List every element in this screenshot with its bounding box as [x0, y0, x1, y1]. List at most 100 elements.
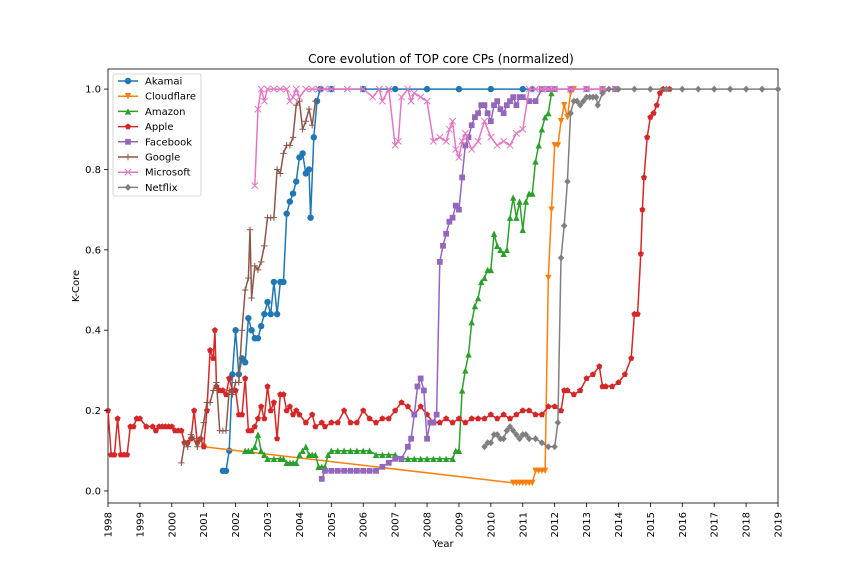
- data-point-google: [181, 439, 188, 446]
- data-point-apple: [219, 387, 226, 394]
- series-amazon: [241, 89, 555, 471]
- data-point-akamai: [226, 447, 233, 454]
- data-point-apple: [639, 206, 646, 213]
- data-point-akamai: [519, 85, 526, 93]
- data-point-cloudflare: [561, 101, 568, 109]
- data-point-apple: [417, 403, 424, 410]
- data-point-apple: [487, 411, 494, 418]
- data-point-netflix: [679, 85, 686, 93]
- data-point-akamai: [293, 178, 300, 185]
- data-point-akamai: [299, 150, 306, 157]
- data-point-facebook: [452, 202, 459, 209]
- data-point-apple: [270, 399, 277, 406]
- data-point-amazon: [500, 250, 507, 258]
- data-point-microsoft: [327, 85, 335, 93]
- data-point-apple: [293, 407, 300, 414]
- data-point-akamai: [248, 327, 255, 334]
- data-point-apple: [353, 419, 360, 426]
- y-tick-label: 0.6: [85, 245, 101, 256]
- data-point-microsoft: [493, 141, 501, 149]
- data-point-facebook: [408, 435, 414, 442]
- y-tick-label: 0.4: [85, 326, 101, 337]
- y-tick-label: 1.0: [85, 85, 101, 96]
- x-tick-label: 2016: [678, 512, 689, 537]
- data-point-akamai: [222, 467, 230, 475]
- data-point-microsoft: [449, 117, 457, 125]
- data-point-microsoft: [407, 97, 415, 105]
- data-point-apple: [385, 415, 392, 422]
- data-point-netflix: [592, 93, 600, 101]
- data-point-apple: [143, 423, 150, 430]
- data-point-facebook: [353, 467, 360, 474]
- data-point-amazon: [251, 443, 258, 450]
- data-point-netflix: [487, 439, 495, 447]
- data-point-apple: [200, 443, 207, 450]
- data-point-amazon: [458, 387, 466, 394]
- data-point-microsoft: [461, 129, 469, 137]
- data-point-google: [302, 118, 310, 125]
- data-point-netflix: [726, 85, 734, 93]
- data-point-cloudflare: [554, 142, 562, 149]
- data-point-akamai: [229, 371, 236, 378]
- data-point-amazon: [366, 447, 373, 454]
- data-point-akamai: [391, 85, 399, 93]
- data-point-facebook: [347, 467, 354, 474]
- data-point-apple: [583, 375, 590, 381]
- data-point-apple: [526, 407, 533, 414]
- data-point-amazon: [509, 194, 517, 201]
- data-point-amazon: [449, 455, 456, 462]
- data-point-amazon: [513, 214, 520, 221]
- data-point-amazon: [248, 447, 255, 454]
- data-point-microsoft: [385, 85, 393, 93]
- data-point-facebook: [446, 218, 453, 225]
- data-point-microsoft: [436, 133, 444, 141]
- data-point-apple: [545, 403, 552, 410]
- data-point-facebook: [516, 94, 523, 101]
- x-tick-label: 2019: [774, 512, 785, 537]
- x-tick-label: 2014: [614, 512, 625, 537]
- data-point-netflix: [494, 431, 501, 439]
- data-point-netflix: [500, 435, 507, 443]
- data-point-netflix: [509, 427, 517, 435]
- data-point-amazon: [529, 190, 536, 197]
- data-point-apple: [436, 419, 443, 426]
- data-point-facebook: [398, 455, 405, 462]
- data-point-amazon: [254, 431, 262, 438]
- data-point-netflix: [481, 443, 488, 451]
- data-point-netflix: [525, 435, 533, 443]
- data-point-microsoft: [538, 85, 546, 93]
- data-point-google: [222, 427, 230, 434]
- data-point-apple: [258, 403, 265, 410]
- data-point-facebook: [440, 242, 446, 249]
- data-point-microsoft: [378, 97, 386, 105]
- data-point-akamai: [241, 359, 249, 366]
- data-point-apple: [267, 407, 274, 414]
- data-point-facebook: [443, 230, 450, 237]
- x-axis-title: Year: [431, 539, 454, 550]
- data-point-amazon: [340, 447, 348, 454]
- data-point-facebook: [414, 383, 421, 390]
- data-point-netflix: [516, 435, 523, 443]
- data-point-microsoft: [458, 137, 466, 145]
- y-tick-label: 0.2: [85, 406, 101, 417]
- data-point-amazon: [423, 455, 431, 462]
- data-point-facebook: [468, 122, 475, 129]
- data-point-netflix: [576, 101, 584, 109]
- y-axis: 0.0 0.2 0.4 0.6 0.8 1.0: [85, 85, 108, 497]
- data-point-facebook: [491, 102, 497, 109]
- data-point-google: [190, 435, 198, 442]
- data-point-amazon: [462, 367, 469, 374]
- data-point-apple: [455, 415, 462, 422]
- data-point-amazon: [545, 110, 552, 117]
- data-point-apple: [136, 415, 143, 422]
- data-point-google: [229, 391, 236, 398]
- data-point-netflix: [557, 254, 565, 262]
- data-point-microsoft: [544, 85, 552, 93]
- data-point-apple: [321, 423, 328, 430]
- data-point-apple: [309, 411, 316, 418]
- x-tick-label: 2001: [199, 512, 210, 537]
- legend-label-netflix: Netflix: [145, 183, 178, 194]
- data-point-amazon: [497, 246, 504, 254]
- data-point-google: [261, 242, 268, 250]
- data-point-amazon: [548, 89, 555, 97]
